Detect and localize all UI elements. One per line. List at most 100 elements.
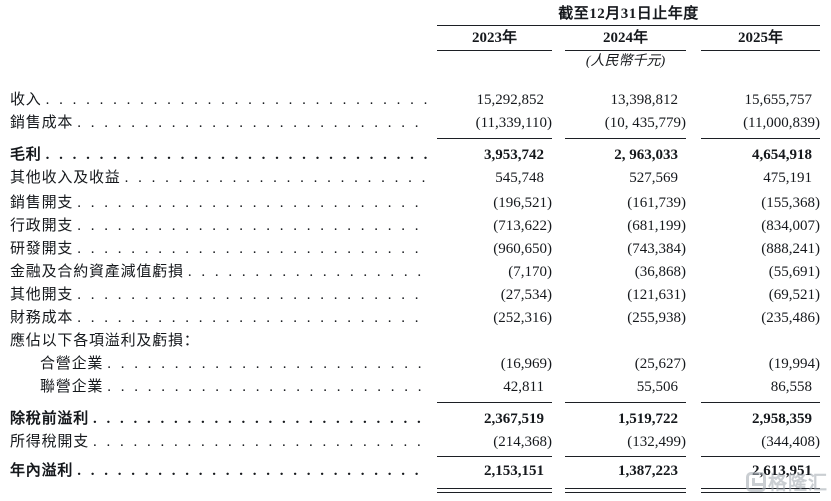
value-2025: (11,000,839) [743,115,820,131]
table-row-admin-expenses: 行政開支 (713,622) (681,199) (834,007) [10,215,831,238]
value-2023: (214,368) [493,434,552,450]
row-label: 年內溢利 [10,463,74,479]
watermark: 格隆汇 [746,468,828,495]
double-rule-2024 [565,488,686,493]
value-2025: 2,958,359 [701,402,820,431]
value-2024: (36,868) [634,264,686,280]
value-2024: (255,938) [627,310,686,326]
value-2025: 4,654,918 [701,138,820,167]
row-label: 聯營企業 [40,379,104,395]
row-label: 銷售開支 [10,195,74,211]
value-2023: 2,367,519 [437,402,552,431]
value-2023: (960,650) [493,241,552,257]
row-label: 財務成本 [10,310,74,326]
value-2024: (161,739) [627,195,686,211]
gelonghui-logo-icon [746,471,766,492]
value-2023: (196,521) [493,195,552,211]
value-2023: (252,316) [493,310,552,326]
value-2025: (55,691) [768,264,820,280]
table-row-income-tax-expense: 所得稅開支 (214,368) (132,499) (344,408) [10,431,831,454]
value-2023: 15,292,852 [476,92,545,108]
value-2024: 1,519,722 [565,402,686,431]
value-2025: (888,241) [761,241,820,257]
period-header: 截至12月31日止年度 [437,6,820,26]
table-row-revenue: 收入 15,292,852 13,398,812 15,655,757 [10,89,831,112]
dot-leader [107,353,428,376]
value-2023: 42,811 [503,379,544,395]
dot-leader [188,261,428,284]
value-2023: (16,969) [500,356,552,372]
column-header-2023: 2023年 [437,30,552,51]
value-2025: 475,191 [763,170,812,186]
column-header-2024: 2024年 [565,30,686,51]
value-2025: (155,368) [761,195,820,211]
table-row-finance-costs: 財務成本 (252,316) (255,938) (235,486) [10,307,831,330]
row-label: 銷售成本 [10,115,74,131]
unit-note-row: (人民幣千元) [437,51,820,69]
value-2024: (10, 435,779) [604,115,686,131]
value-2024: 527,569 [629,170,678,186]
double-rule-2023 [437,488,552,493]
value-2024: (743,384) [627,241,686,257]
value-2025: (235,486) [761,310,820,326]
row-label: 研發開支 [10,241,74,257]
dot-leader [77,112,428,135]
currency-unit-note: (人民幣千元) [585,54,666,69]
value-2024: (681,199) [627,218,686,234]
value-2025: (19,994) [768,356,820,372]
value-2023: (11,339,110) [475,115,552,131]
value-2024: (132,499) [627,434,686,450]
table-row-gross-profit: 毛利 3,953,742 2, 963,033 4,654,918 [10,138,831,167]
dot-leader [77,215,428,238]
dot-leader [93,408,428,431]
row-label: 其他開支 [10,287,74,303]
row-label: 其他收入及收益 [10,170,121,186]
dot-leader [93,431,428,454]
table-row-profit-for-year: 年內溢利 2,153,151 1,387,223 2,613,951 [10,456,831,483]
dot-leader [77,238,428,261]
dot-leader [46,144,428,167]
value-2023: (7,170) [508,264,552,280]
table-row-cost-of-sales: 銷售成本 (11,339,110) (10, 435,779) (11,000,… [10,112,831,135]
value-2025: (344,408) [761,434,820,450]
table-row-joint-ventures: 合營企業 (16,969) (25,627) (19,994) [10,353,831,376]
watermark-text: 格隆汇 [768,473,829,494]
dot-leader [77,307,428,330]
value-2023: (27,534) [500,287,552,303]
value-2024: 13,398,812 [610,92,679,108]
table-row-impairment-losses: 金融及合約資產減值虧損 (7,170) (36,868) (55,691) [10,261,831,284]
table-row-associates: 聯營企業 42,811 55,506 86,558 [10,376,831,399]
value-2024: (121,631) [627,287,686,303]
dot-leader [107,376,428,399]
year-columns-row: 2023年 2024年 2025年 [437,26,820,51]
row-label: 所得稅開支 [10,434,90,450]
value-2023: 2,153,151 [437,456,552,483]
value-2023: 545,748 [495,170,544,186]
row-label: 除稅前溢利 [10,411,90,427]
dot-leader [125,167,428,190]
row-label: 收入 [10,92,42,108]
table-row-other-income: 其他收入及收益 545,748 527,569 475,191 [10,167,831,190]
table-row-other-expenses: 其他開支 (27,534) (121,631) (69,521) [10,284,831,307]
value-2025: 15,655,757 [744,92,813,108]
dot-leader [77,460,428,483]
value-2023: (713,622) [493,218,552,234]
dot-leader [46,89,428,112]
row-label: 應佔以下各項溢利及虧損： [10,333,200,349]
dot-leader [77,284,428,307]
dot-leader [77,192,428,215]
table-header: 截至12月31日止年度 2023年 2024年 2025年 (人民幣千元) [437,6,820,69]
value-2024: (25,627) [634,356,686,372]
value-2024: 55,506 [636,379,678,395]
value-2025: 2,613,951 [701,456,820,483]
table-row-profit-before-tax: 除稅前溢利 2,367,519 1,519,722 2,958,359 [10,402,831,431]
row-label: 行政開支 [10,218,74,234]
value-2025: (69,521) [768,287,820,303]
row-label: 合營企業 [40,356,104,372]
table-row-rd-expenses: 研發開支 (960,650) (743,384) (888,241) [10,238,831,261]
table-row-selling-expenses: 銷售開支 (196,521) (161,739) (155,368) [10,192,831,215]
table-row-share-of-profits-heading: 應佔以下各項溢利及虧損： [10,330,831,353]
value-2025: (834,007) [761,218,820,234]
